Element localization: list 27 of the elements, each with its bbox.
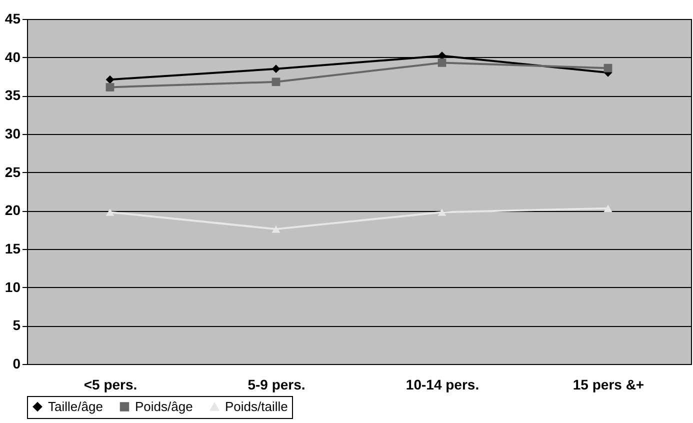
point [272,225,280,233]
x-tick-label: 10-14 pers. [406,376,480,392]
point [106,83,114,92]
point [272,64,280,74]
point [438,58,446,67]
point [272,78,280,86]
point [604,204,612,212]
x-tick-label: 5-9 pers. [248,376,306,392]
y-tick-label: 20 [4,202,21,218]
y-tick-label: 15 [4,240,21,256]
legend-label: Taille/âge [48,398,103,414]
y-tick-label: 40 [4,48,21,65]
y-tick-label: 25 [4,164,21,180]
point [604,64,612,72]
legend-label: Poids/âge [135,398,193,414]
point [438,208,446,216]
x-tick-label: <5 pers. [84,376,138,392]
point [106,208,114,216]
point [106,75,114,84]
legend-label: Poids/taille [225,398,288,414]
x-tick-label: 15 pers &+ [572,376,644,392]
y-tick-label: 45 [4,10,21,26]
y-tick-label: 10 [4,278,21,295]
y-tick-label: 0 [12,356,21,372]
y-tick-label: 30 [4,126,21,142]
y-tick-label: 35 [4,87,21,104]
y-tick-label: 5 [12,317,21,334]
